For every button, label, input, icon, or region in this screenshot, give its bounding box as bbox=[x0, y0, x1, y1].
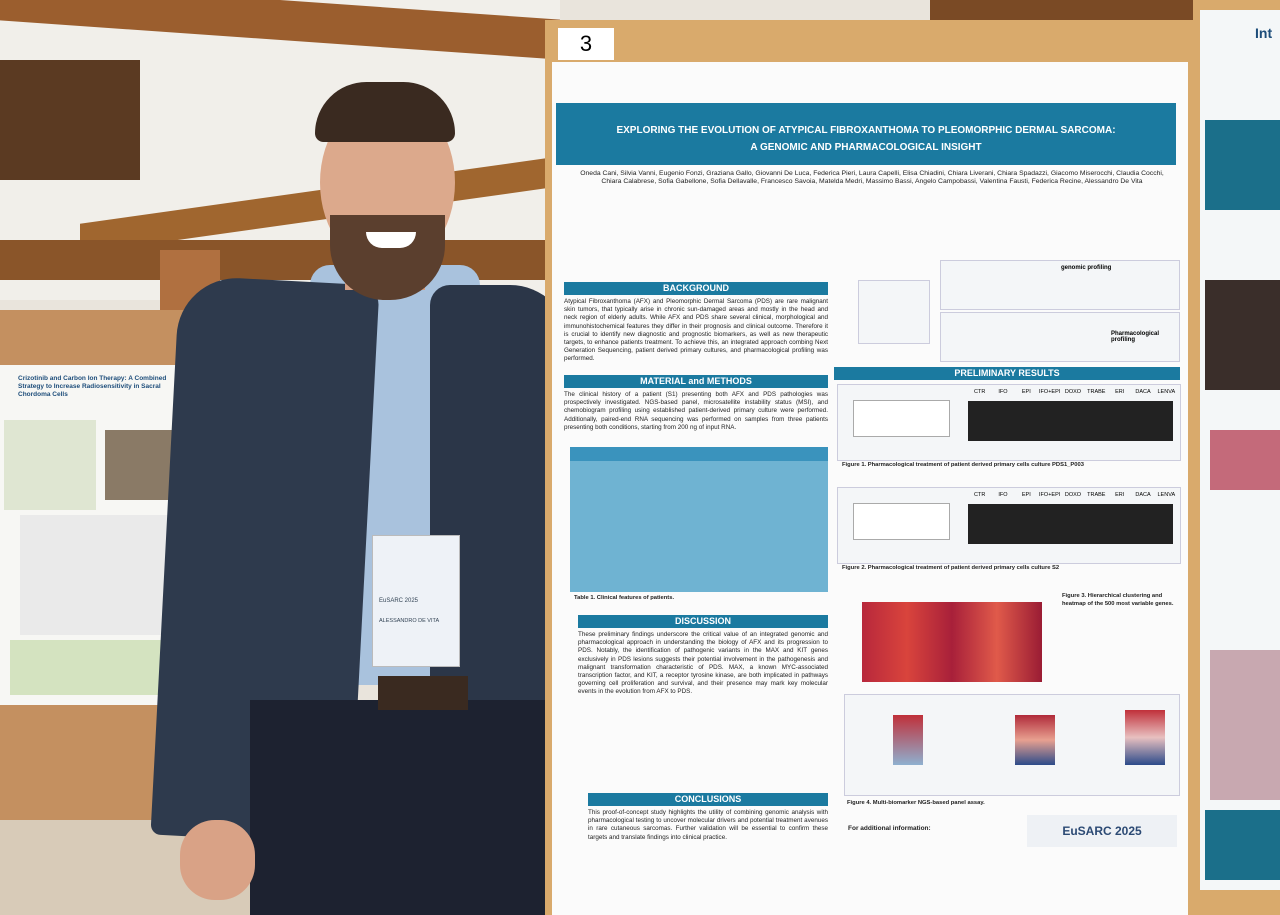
figure-2: CTR IFO EPI IFO+EPI DOXO TRABE ERI DACA LENVA bbox=[837, 487, 1181, 564]
hair bbox=[315, 82, 455, 142]
badge-event: EuSARC 2025 bbox=[379, 598, 419, 604]
authors: Oneda Cani, Silvia Vanni, Eugenio Fonzi,… bbox=[580, 170, 1164, 186]
figure-4 bbox=[844, 694, 1180, 796]
section-heading: BACKGROUND bbox=[564, 282, 828, 295]
drug-label: EPI bbox=[1021, 389, 1031, 395]
drug-labels: CTR IFO EPI IFO+EPI DOXO TRABE ERI DACA LENVA bbox=[968, 389, 1178, 399]
section-heading: CONCLUSIONS bbox=[588, 793, 828, 806]
micrographs bbox=[968, 504, 1173, 544]
drug-labels: CTR IFO EPI IFO+EPI DOXO TRABE ERI DACA LENVA bbox=[968, 492, 1178, 502]
photo-panel bbox=[105, 430, 180, 500]
head-illustration bbox=[858, 280, 930, 344]
section-text: The clinical history of a patient (S1) p… bbox=[564, 391, 828, 431]
hand bbox=[180, 820, 255, 900]
title-bar: EXPLORING THE EVOLUTION OF ATYPICAL FIBR… bbox=[556, 103, 1176, 165]
section-heading: MATERIAL and METHODS bbox=[564, 375, 828, 388]
figure bbox=[20, 515, 170, 635]
drug-label: DOXO bbox=[1064, 389, 1082, 395]
drug-label: DACA bbox=[1135, 492, 1151, 498]
smile bbox=[366, 232, 416, 248]
micrograph bbox=[1210, 650, 1280, 800]
trousers bbox=[250, 700, 550, 915]
drug-label: CTR bbox=[974, 389, 986, 395]
left-poster: Crizotinib and Carbon Ion Therapy: A Com… bbox=[0, 365, 185, 705]
drug-label: IFO+EPI bbox=[1039, 389, 1061, 395]
right-poster: Int bbox=[1200, 10, 1280, 890]
figure-1: CTR IFO EPI IFO+EPI DOXO TRABE ERI DACA LENVA bbox=[837, 384, 1181, 461]
logo: EuSARC 2025 bbox=[1027, 815, 1177, 847]
workflow-box: genomic profiling bbox=[940, 260, 1180, 310]
heatmap bbox=[1125, 710, 1165, 765]
beam bbox=[0, 60, 140, 180]
section-text: This proof-of-concept study highlights t… bbox=[588, 809, 828, 841]
workflow-label: Pharmacological profiling bbox=[1111, 331, 1160, 343]
drug-label: TRABE bbox=[1087, 389, 1106, 395]
figure-caption: Figure 2. Pharmacological treatment of p… bbox=[842, 565, 1060, 571]
right-poster-title: Int bbox=[1255, 25, 1273, 41]
bar-chart bbox=[853, 503, 950, 540]
section-text: Atypical Fibroxanthoma (AFX) and Pleomor… bbox=[564, 298, 828, 363]
poster: EXPLORING THE EVOLUTION OF ATYPICAL FIBR… bbox=[552, 62, 1188, 915]
heatmap bbox=[893, 715, 923, 765]
badge: EuSARC 2025 ALESSANDRO DE VITA bbox=[372, 535, 460, 667]
drug-label: TRABE bbox=[1087, 492, 1106, 498]
figure-caption: Figure 4. Multi-biomarker NGS-based pane… bbox=[847, 800, 985, 806]
belt bbox=[378, 676, 468, 710]
photo-panel bbox=[1205, 280, 1280, 390]
micrographs bbox=[968, 401, 1173, 441]
board-number: 3 bbox=[558, 28, 614, 60]
beard bbox=[330, 215, 445, 300]
text-block bbox=[10, 640, 170, 695]
drug-label: LENVA bbox=[1157, 389, 1176, 395]
contact-heading: For additional information: bbox=[848, 825, 931, 832]
poster-title: EXPLORING THE EVOLUTION OF ATYPICAL FIBR… bbox=[616, 125, 1116, 136]
section-heading: DISCUSSION bbox=[578, 615, 828, 628]
clinical-table bbox=[570, 447, 828, 592]
drug-label: LENVA bbox=[1157, 492, 1176, 498]
drug-label: ERI bbox=[1115, 492, 1125, 498]
heatmap bbox=[862, 602, 1042, 682]
drug-label: EPI bbox=[1021, 492, 1031, 498]
bar-chart bbox=[853, 400, 950, 437]
drug-label: DOXO bbox=[1064, 492, 1082, 498]
left-poster-title: Crizotinib and Carbon Ion Therapy: A Com… bbox=[18, 375, 167, 398]
section-heading: PRELIMINARY RESULTS bbox=[834, 367, 1180, 380]
drug-label: ERI bbox=[1115, 389, 1125, 395]
text-block bbox=[1205, 810, 1280, 880]
drug-label: DACA bbox=[1135, 389, 1151, 395]
section-text: These preliminary findings underscore th… bbox=[578, 631, 828, 696]
figure-caption: Figure 3. Hierarchical clustering and he… bbox=[1062, 593, 1174, 607]
text-block bbox=[4, 420, 96, 510]
micrograph bbox=[1210, 430, 1280, 490]
poster-title: A GENOMIC AND PHARMACOLOGICAL INSIGHT bbox=[750, 142, 982, 153]
drug-label: IFO+EPI bbox=[1039, 492, 1061, 498]
workflow-label: genomic profiling bbox=[1061, 265, 1112, 271]
figure-caption: Figure 1. Pharmacological treatment of p… bbox=[842, 462, 1084, 468]
drug-label: CTR bbox=[974, 492, 986, 498]
heatmap bbox=[1015, 715, 1055, 765]
drug-label: IFO bbox=[998, 492, 1008, 498]
drug-label: IFO bbox=[998, 389, 1008, 395]
text-block bbox=[1205, 120, 1280, 210]
table-caption: Table 1. Clinical features of patients. bbox=[574, 595, 675, 601]
badge-name: ALESSANDRO DE VITA bbox=[379, 618, 440, 624]
workflow-box: Pharmacological profiling bbox=[940, 312, 1180, 362]
